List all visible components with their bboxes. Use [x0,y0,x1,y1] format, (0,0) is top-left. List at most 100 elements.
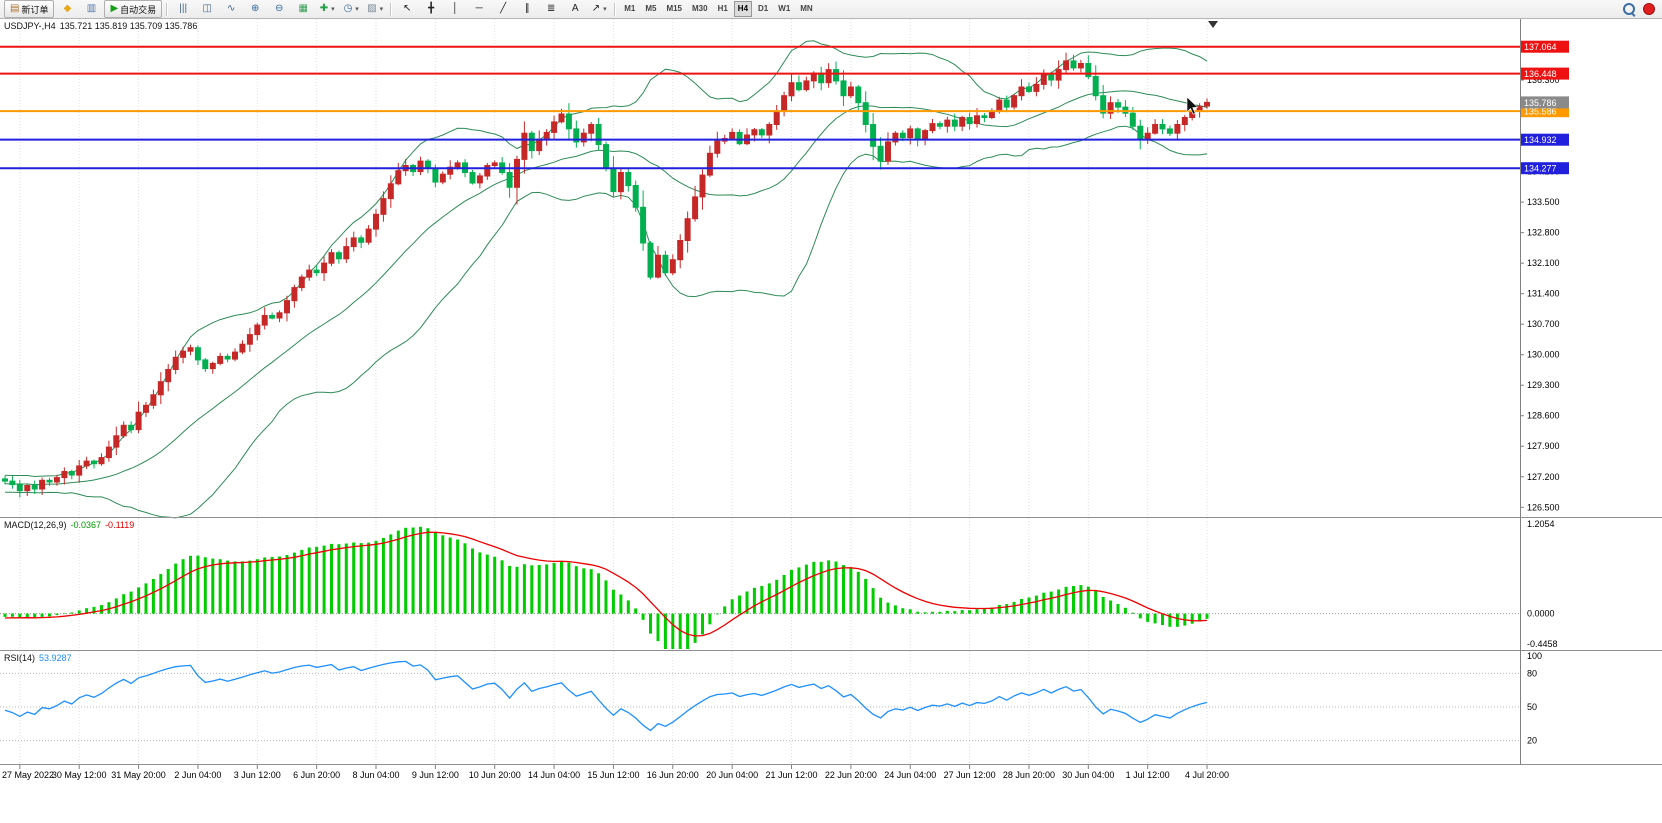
svg-text:21 Jun 12:00: 21 Jun 12:00 [765,770,817,780]
svg-text:135.586: 135.586 [1524,107,1557,117]
vertical-line-icon: │ [452,3,459,14]
svg-text:50: 50 [1527,702,1537,712]
indicators-button[interactable]: ✚ ▾ [316,0,338,18]
candlestick-chart-icon: ◫ [202,3,212,14]
timeframe-mn-button[interactable]: MN [800,4,813,13]
market-watch-icon: ▥ [86,3,97,14]
cursor-icon: ↖ [402,3,412,14]
periods-button[interactable]: ◷ ▾ [340,0,362,18]
trendline-icon: ╱ [500,3,507,14]
svg-text:6 Jun 20:00: 6 Jun 20:00 [293,770,340,780]
svg-text:129.300: 129.300 [1527,380,1560,390]
macd-histogram [3,526,1209,649]
zoom-out-button[interactable]: ⊖ [268,0,290,18]
zoom-in-icon: ⊕ [250,3,260,14]
periods-icon: ◷ [343,3,353,14]
arrows-button[interactable]: ↗ ▾ [588,0,610,18]
templates-button[interactable]: ▨ ▾ [364,0,386,18]
svg-text:24 Jun 04:00: 24 Jun 04:00 [884,770,936,780]
text-button[interactable]: A [564,0,586,18]
timeframe-m15-button[interactable]: M15 [666,4,682,13]
svg-text:1 Jul 12:00: 1 Jul 12:00 [1126,770,1170,780]
timeframe-m5-button[interactable]: M5 [645,4,657,13]
auto-trading-button[interactable]: ▶ 自动交易 [104,0,163,18]
candles-layer [2,52,1210,498]
svg-text:20: 20 [1527,736,1537,746]
search-icon[interactable] [1623,3,1635,15]
svg-text:15 Jun 12:00: 15 Jun 12:00 [587,770,639,780]
trendline-button[interactable]: ╱ [492,0,514,18]
svg-text:130.700: 130.700 [1527,319,1560,329]
channel-button[interactable]: ∥ [516,0,538,18]
bar-chart-icon: ||| [179,3,188,14]
line-chart-icon: ∿ [226,3,236,14]
fibonacci-icon: ≣ [546,3,556,14]
svg-text:130.000: 130.000 [1527,350,1560,360]
svg-text:22 Jun 20:00: 22 Jun 20:00 [825,770,877,780]
toolbar-separator [390,2,393,16]
indicators-icon: ✚ [319,3,329,14]
channel-icon: ∥ [524,3,530,14]
svg-text:134.932: 134.932 [1524,135,1557,145]
timeframe-d1-button[interactable]: D1 [758,4,769,13]
svg-text:131.400: 131.400 [1527,289,1560,299]
svg-text:134.277: 134.277 [1524,164,1557,174]
grid-layer [19,19,1208,763]
notification-icon[interactable] [1643,3,1655,15]
fibonacci-button[interactable]: ≣ [540,0,562,18]
new-order-button[interactable]: ▤ 新订单 [4,0,55,18]
timeframe-w1-button[interactable]: W1 [778,4,791,13]
tile-windows-icon: ▦ [298,3,308,14]
zoom-in-button[interactable]: ⊕ [244,0,266,18]
line-chart-button[interactable]: ∿ [220,0,242,18]
cursor-button[interactable]: ↖ [396,0,418,18]
svg-text:27 Jun 12:00: 27 Jun 12:00 [944,770,996,780]
market-watch-button[interactable]: ▥ [80,0,102,18]
candlestick-chart-button[interactable]: ◫ [196,0,218,18]
svg-text:133.500: 133.500 [1527,197,1560,207]
svg-text:0.0000: 0.0000 [1527,609,1555,619]
vertical-line-button[interactable]: │ [444,0,466,18]
svg-text:-0.4458: -0.4458 [1527,639,1558,649]
timeframe-m30-button[interactable]: M30 [692,4,708,13]
svg-text:31 May 20:00: 31 May 20:00 [111,770,166,780]
bar-chart-button[interactable]: ||| [172,0,194,18]
auto-trading-icon: ▶ [110,3,119,14]
timeframe-h1-button[interactable]: H1 [717,4,728,13]
svg-text:128.600: 128.600 [1527,411,1560,421]
svg-text:135.786: 135.786 [1524,98,1557,108]
svg-text:132.100: 132.100 [1527,258,1560,268]
svg-text:30 May 12:00: 30 May 12:00 [52,770,107,780]
timeframe-h4-button[interactable]: H4 [733,1,753,17]
price-axis[interactable] [1520,49,1524,508]
toolbar-separator [166,2,169,16]
svg-text:136.300: 136.300 [1527,75,1560,85]
level-price-box [1521,40,1569,53]
svg-text:8 Jun 04:00: 8 Jun 04:00 [352,770,399,780]
level-price-box [1521,133,1569,146]
tile-windows-button[interactable]: ▦ [292,0,314,18]
horizontal-line-button[interactable]: ─ [468,0,490,18]
text-icon: A [571,3,579,14]
crosshair-button[interactable]: ╋ [420,0,442,18]
mouse-cursor-icon [1186,96,1199,115]
auto-trading-button-label: 自动交易 [120,4,157,15]
dropdown-arrow-icon: ▾ [603,6,607,13]
chart-area[interactable]: 137.000136.300135.600134.900134.200133.5… [0,19,1662,823]
metaeditor-button[interactable]: ◆ [56,0,78,18]
svg-text:1.2054: 1.2054 [1527,519,1555,529]
new-order-button-label: 新订单 [21,4,49,15]
crosshair-icon: ╋ [428,3,435,14]
svg-text:14 Jun 04:00: 14 Jun 04:00 [528,770,580,780]
svg-text:16 Jun 20:00: 16 Jun 20:00 [647,770,699,780]
svg-text:3 Jun 12:00: 3 Jun 12:00 [234,770,281,780]
svg-text:100: 100 [1527,651,1542,661]
svg-text:132.800: 132.800 [1527,228,1560,238]
dropdown-arrow-icon: ▾ [331,6,335,13]
chart-shift-marker-icon[interactable] [1208,21,1218,28]
svg-text:80: 80 [1527,668,1537,678]
svg-text:20 Jun 04:00: 20 Jun 04:00 [706,770,758,780]
price-axis-background [1521,19,1662,765]
timeframe-m1-button[interactable]: M1 [624,4,636,13]
time-axis[interactable] [19,765,1208,769]
